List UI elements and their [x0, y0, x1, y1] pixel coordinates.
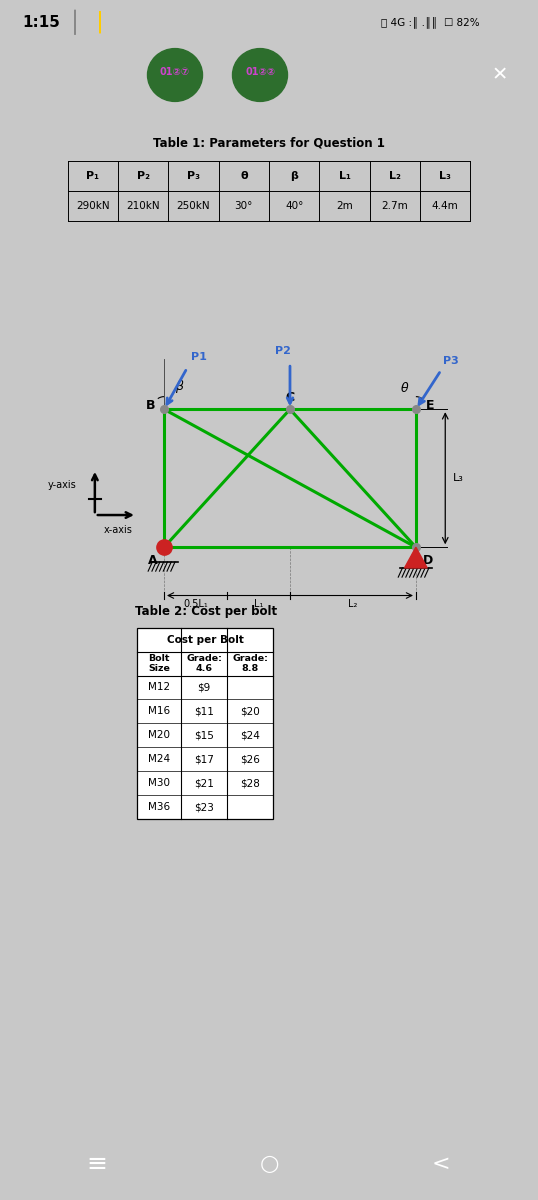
Text: Grade:
8.8: Grade: 8.8 [232, 654, 268, 673]
Text: Bolt
Size: Bolt Size [148, 654, 170, 673]
Text: P₂: P₂ [137, 170, 150, 181]
Text: M20: M20 [148, 731, 170, 740]
Text: β: β [290, 170, 298, 181]
Text: $17: $17 [194, 755, 214, 764]
Text: $23: $23 [194, 802, 214, 812]
Text: 250kN: 250kN [176, 200, 210, 211]
Text: Table 2: Cost per bolt: Table 2: Cost per bolt [135, 605, 277, 618]
Text: L₂: L₂ [348, 599, 358, 610]
Text: L₃: L₃ [453, 473, 464, 484]
Text: C: C [286, 391, 294, 404]
Text: 210kN: 210kN [126, 200, 160, 211]
Text: L₃: L₃ [440, 170, 451, 181]
Text: Table 1: Parameters for Question 1: Table 1: Parameters for Question 1 [153, 136, 385, 149]
Text: β: β [174, 379, 182, 392]
Text: E: E [426, 400, 435, 412]
Text: $26: $26 [240, 755, 260, 764]
Text: Cost per Bolt: Cost per Bolt [167, 635, 243, 644]
Text: θ: θ [240, 170, 247, 181]
Text: 1:15: 1:15 [22, 14, 60, 30]
Text: $11: $11 [194, 707, 214, 716]
Text: Grade:
4.6: Grade: 4.6 [186, 654, 222, 673]
Text: $20: $20 [240, 707, 260, 716]
Text: 290kN: 290kN [76, 200, 110, 211]
Text: P₁: P₁ [86, 170, 99, 181]
Text: 2.7m: 2.7m [381, 200, 408, 211]
Text: $21: $21 [194, 778, 214, 788]
Text: $28: $28 [240, 778, 260, 788]
Text: A: A [147, 553, 157, 566]
Ellipse shape [232, 48, 287, 102]
Text: P1: P1 [192, 353, 207, 362]
Text: L₂: L₂ [389, 170, 401, 181]
Text: M16: M16 [148, 707, 170, 716]
Text: 30°: 30° [235, 200, 253, 211]
Text: 01②⑦: 01②⑦ [160, 67, 190, 77]
Text: $24: $24 [240, 731, 260, 740]
Text: <: < [432, 1154, 450, 1174]
Text: 4.4m: 4.4m [432, 200, 458, 211]
Text: 2m: 2m [336, 200, 353, 211]
Text: M30: M30 [148, 778, 170, 788]
FancyBboxPatch shape [137, 628, 273, 818]
Text: M36: M36 [148, 802, 170, 812]
Text: ○: ○ [259, 1154, 279, 1174]
Text: $15: $15 [194, 731, 214, 740]
Polygon shape [405, 547, 427, 568]
Text: M24: M24 [148, 755, 170, 764]
Text: L₁: L₁ [254, 599, 263, 610]
Text: D: D [422, 553, 433, 566]
Text: M12: M12 [148, 683, 170, 692]
Text: P₃: P₃ [187, 170, 200, 181]
Text: θ: θ [401, 382, 409, 395]
Text: L₁: L₁ [338, 170, 350, 181]
Text: P2: P2 [275, 347, 291, 356]
Text: 0.5L₁: 0.5L₁ [183, 599, 208, 610]
Text: B: B [146, 400, 155, 412]
Text: ✕: ✕ [492, 66, 508, 84]
Ellipse shape [147, 48, 202, 102]
Text: 40°: 40° [285, 200, 303, 211]
Text: $9: $9 [197, 683, 210, 692]
Text: x-axis: x-axis [103, 526, 132, 535]
Text: ⓘ 4G :║ .║║  ☐ 82%: ⓘ 4G :║ .║║ ☐ 82% [381, 17, 479, 28]
Text: ≡: ≡ [86, 1152, 108, 1176]
Text: y-axis: y-axis [47, 480, 76, 490]
Text: P3: P3 [443, 355, 459, 366]
Text: 01②②: 01②② [245, 67, 275, 77]
